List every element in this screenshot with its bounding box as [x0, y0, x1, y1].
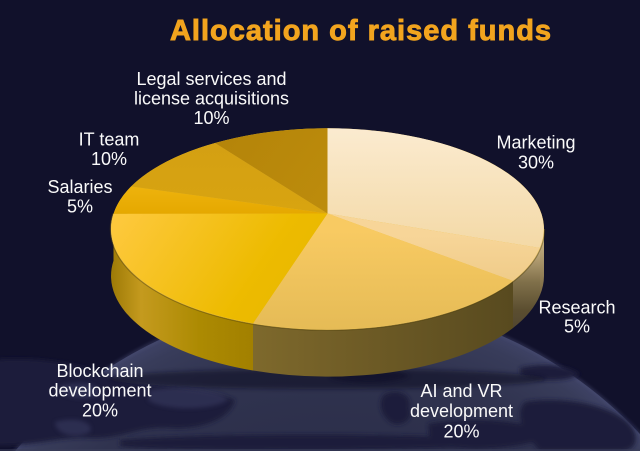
svg-text:Blockchain: Blockchain [56, 361, 143, 381]
svg-text:Research: Research [538, 298, 615, 318]
svg-text:AI and VR: AI and VR [420, 381, 502, 401]
svg-text:10%: 10% [193, 108, 229, 128]
svg-text:license acquisitions: license acquisitions [134, 89, 289, 109]
svg-text:20%: 20% [443, 422, 479, 442]
svg-text:5%: 5% [564, 316, 590, 336]
svg-text:Marketing: Marketing [496, 133, 575, 153]
svg-text:IT team: IT team [79, 129, 140, 149]
svg-text:20%: 20% [82, 400, 118, 420]
svg-text:Legal services and: Legal services and [136, 69, 286, 89]
svg-text:5%: 5% [67, 196, 93, 216]
svg-text:Salaries: Salaries [47, 177, 112, 197]
svg-text:development: development [410, 401, 513, 421]
svg-text:30%: 30% [518, 153, 554, 173]
svg-text:10%: 10% [91, 149, 127, 169]
svg-text:development: development [48, 381, 151, 401]
svg-text:Allocation of raised funds: Allocation of raised funds [170, 15, 552, 47]
